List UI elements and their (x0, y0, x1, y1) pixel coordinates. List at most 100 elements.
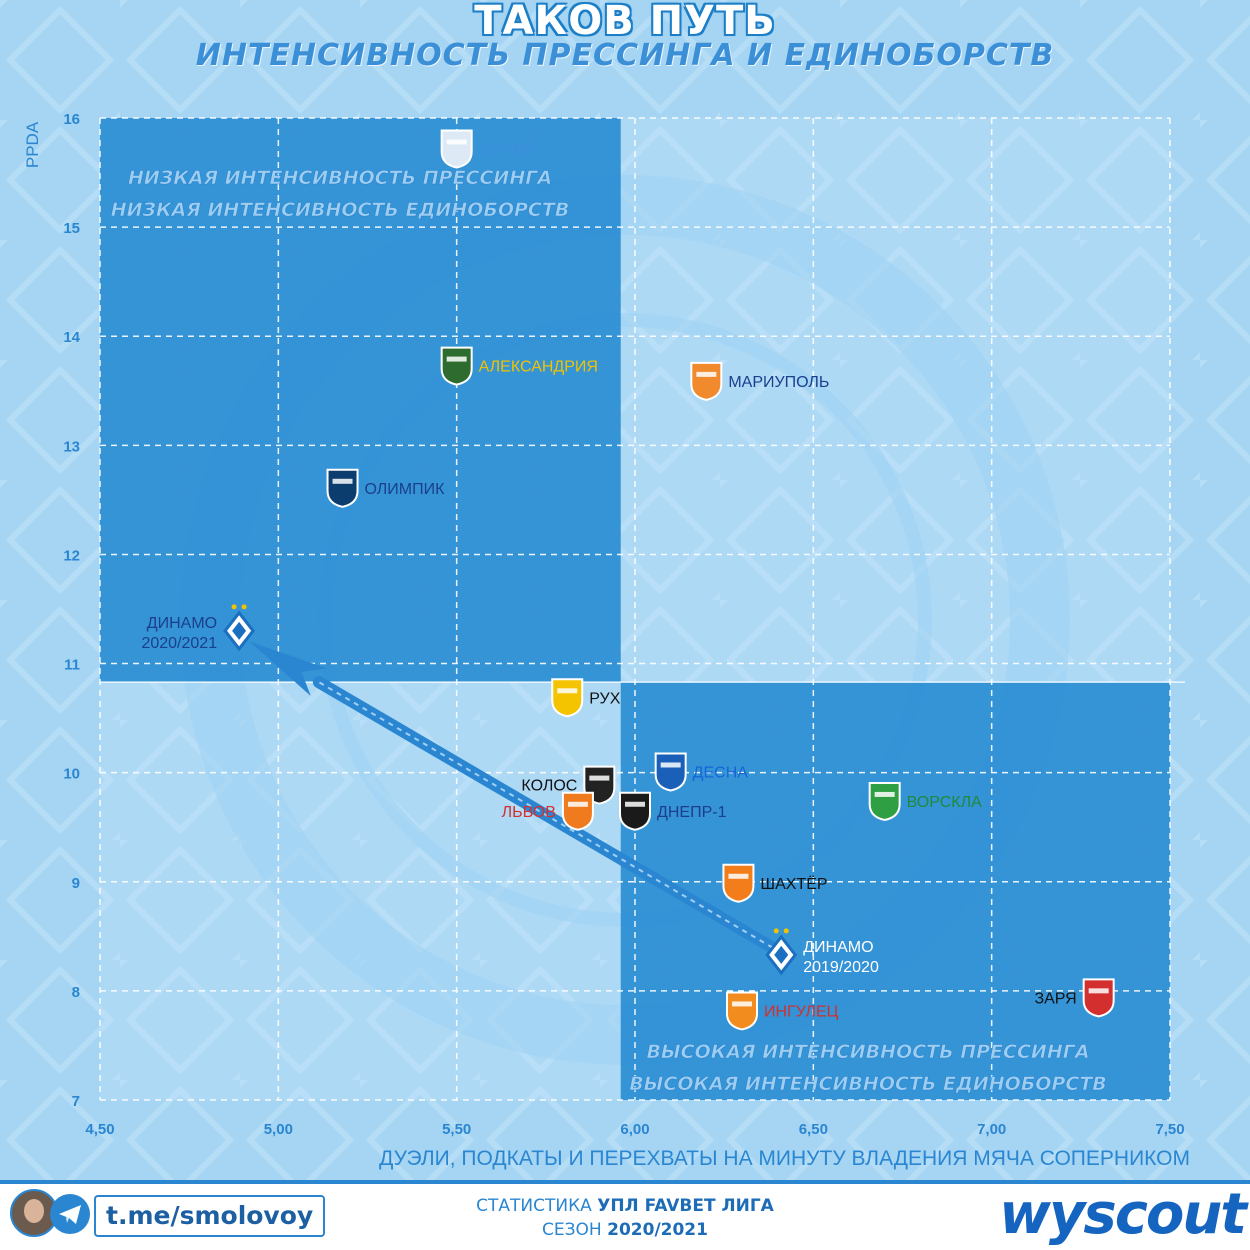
y-tick-label: 14 (63, 329, 80, 346)
paper-plane-icon (59, 1205, 81, 1224)
club-badge-band-icon (696, 371, 717, 377)
y-tick-label: 7 (72, 1093, 80, 1110)
point-label: 2019/2020 (803, 959, 879, 976)
data-point: ЛЬВОВ (502, 791, 594, 831)
star-icon (231, 604, 237, 610)
y-tick-label: 12 (63, 547, 80, 564)
data-point: ЗАРЯ (1034, 978, 1115, 1018)
club-badge-icon (440, 346, 473, 386)
y-tick-label: 9 (72, 875, 80, 892)
data-point: ИНГУЛЕЦ (726, 991, 839, 1031)
club-badge-band-icon (446, 139, 467, 145)
quadrant-top-left (100, 118, 621, 683)
y-tick-label: 15 (63, 220, 80, 237)
club-badge-icon (726, 991, 758, 1031)
y-tick-label: 10 (63, 766, 80, 783)
data-point: РУХ (551, 678, 621, 718)
point-label: ЗАРЯ (1034, 990, 1076, 1007)
arrow-shaft (312, 676, 788, 959)
scatter-chart: ДУЭЛИ, ПОДКАТЫ И ПЕРЕХВАТЫ НА МИНУТУ ВЛА… (23, 111, 1190, 1170)
star-icon (773, 928, 779, 934)
x-tick-label: 5,00 (264, 1121, 293, 1138)
footer-divider (0, 1180, 1250, 1184)
point-label: ДНЕПР-1 (657, 804, 727, 821)
club-badge-icon (551, 678, 584, 718)
club-badge-icon (654, 752, 687, 792)
grid-layer (99, 117, 1185, 1101)
data-point: МАРИУПОЛЬ (690, 361, 829, 401)
data-point: ШАХТЁР (722, 863, 828, 903)
club-badge-icon (868, 781, 901, 821)
trend-arrow (249, 641, 788, 959)
club-badge-band-icon (728, 873, 749, 879)
data-point: ОЛИМПИК (326, 468, 446, 508)
club-badge-band-icon (589, 775, 610, 781)
point-label: ДИНАМО (147, 615, 217, 632)
point-label: ОЛИМПИК (365, 481, 446, 498)
club-badge-icon (1082, 978, 1115, 1018)
data-point: ДЕСНА (654, 752, 749, 792)
point-label: ВОРСКЛА (907, 794, 982, 811)
point-label: 2020/2021 (141, 635, 217, 652)
club-badge-band-icon (1088, 988, 1109, 994)
point-label: ЛЬВОВ (502, 804, 556, 821)
club-badge-band-icon (332, 478, 353, 484)
quadrant-label-line: НИЗКАЯ ИНТЕНСИВНОСТЬ ПРЕССИНГА (128, 167, 552, 189)
quadrant-label-line: ВЫСОКАЯ ИНТЕНСИВНОСТЬ ПРЕССИНГА (646, 1041, 1089, 1063)
quadrant-label-line: ВЫСОКАЯ ИНТЕНСИВНОСТЬ ЕДИНОБОРСТВ (629, 1073, 1107, 1095)
club-badge-band-icon (660, 762, 681, 768)
club-badge-inner-icon (232, 621, 247, 640)
x-tick-label: 5,50 (442, 1121, 471, 1138)
footer-stats-line: СТАТИСТИКА УПЛ FAVBET ЛИГА (400, 1196, 850, 1216)
quadrant-bottom-right (620, 682, 1170, 1100)
point-label: КОЛОС (521, 778, 577, 795)
stats-league: УПЛ FAVBET ЛИГА (597, 1196, 774, 1216)
data-point: ДИНАМО 2020/2021 (141, 604, 256, 652)
page-title: ТАКОВ ПУТЬ (474, 0, 776, 44)
quadrant-labels: НИЗКАЯ ИНТЕНСИВНОСТЬ ПРЕССИНГА НИЗКАЯ ИНТ… (110, 167, 1107, 1096)
data-point: ВОРСКЛА (868, 781, 982, 821)
avatar-face (24, 1199, 44, 1223)
axes-layer: ДУЭЛИ, ПОДКАТЫ И ПЕРЕХВАТЫ НА МИНУТУ ВЛА… (23, 111, 1190, 1170)
club-badge-icon (326, 468, 359, 508)
telegram-icon[interactable] (50, 1194, 90, 1234)
point-label: МИНАЙ (479, 139, 538, 158)
point-label: ИНГУЛЕЦ (764, 1003, 839, 1020)
point-label: АЛЕКСАНДРИЯ (479, 359, 598, 376)
data-point: МИНАЙ (440, 129, 538, 169)
season-prefix: СЕЗОН (542, 1220, 602, 1240)
club-badge-band-icon (625, 801, 645, 807)
point-label: РУХ (589, 690, 620, 707)
arrow-head (249, 641, 327, 696)
x-tick-label: 6,50 (799, 1121, 828, 1138)
club-badge-icon (440, 129, 473, 169)
points-layer: МИНАЙ АЛЕКСАНДРИЯ МАРИУПОЛЬ ОЛИМПИК ДИНАМО 20… (141, 129, 1115, 1031)
x-tick-label: 4,50 (85, 1121, 114, 1138)
season-value: 2020/2021 (607, 1220, 708, 1240)
club-badge-band-icon (446, 356, 467, 362)
data-point: АЛЕКСАНДРИЯ (440, 346, 598, 386)
footer-season-line: СЕЗОН 2020/2021 (400, 1220, 850, 1240)
data-point: ДИНАМО 2019/2020 (765, 928, 879, 976)
y-axis-label: PPDA (23, 121, 42, 168)
stats-prefix: СТАТИСТИКА (476, 1196, 592, 1216)
telegram-link[interactable]: t.me/smolovoy (94, 1195, 326, 1237)
y-tick-label: 13 (63, 438, 80, 455)
club-badge-band-icon (874, 791, 895, 797)
page-subtitle: ИНТЕНСИВНОСТЬ ПРЕССИНГА И ЕДИНОБОРСТВ (195, 38, 1055, 73)
y-tick-label: 16 (63, 111, 80, 128)
x-tick-label: 7,00 (977, 1121, 1006, 1138)
point-label: ДИНАМО (803, 939, 873, 956)
club-badge-band-icon (732, 1001, 752, 1007)
quadrant-label-line: НИЗКАЯ ИНТЕНСИВНОСТЬ ЕДИНОБОРСТВ (111, 199, 570, 221)
star-icon (783, 928, 789, 934)
club-badge-band-icon (557, 688, 578, 694)
y-tick-label: 8 (72, 984, 80, 1001)
point-label: ШАХТЁР (760, 875, 827, 893)
club-badge-icon (561, 791, 594, 831)
y-tick-label: 11 (64, 657, 80, 674)
wyscout-logo: wyscout (999, 1182, 1247, 1247)
point-label: ДЕСНА (693, 764, 749, 781)
club-badge-band-icon (567, 801, 588, 807)
club-badge-inner-icon (774, 945, 789, 964)
